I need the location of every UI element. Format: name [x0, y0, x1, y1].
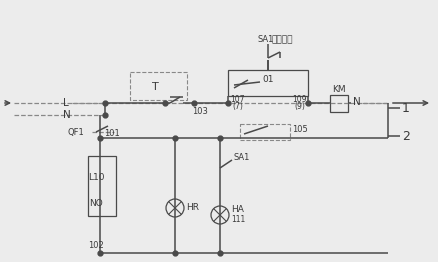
- Bar: [228, 70, 308, 96]
- Text: 101: 101: [104, 128, 120, 138]
- Text: 2: 2: [402, 129, 410, 143]
- Text: T: T: [152, 82, 159, 92]
- Text: (9): (9): [294, 101, 305, 111]
- Bar: [240, 124, 290, 140]
- Text: 107: 107: [230, 96, 244, 105]
- Text: N: N: [353, 97, 361, 107]
- Text: 105: 105: [292, 125, 308, 134]
- Text: 111: 111: [231, 215, 245, 223]
- Text: KM: KM: [332, 85, 346, 95]
- Text: SA1: SA1: [234, 154, 251, 162]
- Text: HR: HR: [186, 204, 199, 212]
- Text: 解除保護: 解除保護: [272, 35, 293, 45]
- Text: 01: 01: [262, 75, 274, 85]
- Text: (7): (7): [232, 101, 243, 111]
- Text: L: L: [63, 98, 69, 108]
- Bar: [130, 72, 187, 100]
- Bar: [88, 156, 116, 216]
- Text: HA: HA: [231, 205, 244, 215]
- Text: N: N: [63, 110, 71, 120]
- Text: QF1: QF1: [67, 128, 84, 137]
- Text: 109: 109: [292, 96, 307, 105]
- Text: 102: 102: [88, 241, 104, 249]
- Text: 1: 1: [402, 101, 410, 114]
- Bar: [330, 95, 348, 112]
- Text: 103: 103: [192, 107, 208, 117]
- Text: SA1: SA1: [258, 35, 274, 45]
- Text: L10: L10: [88, 173, 104, 183]
- Text: NO: NO: [89, 199, 103, 209]
